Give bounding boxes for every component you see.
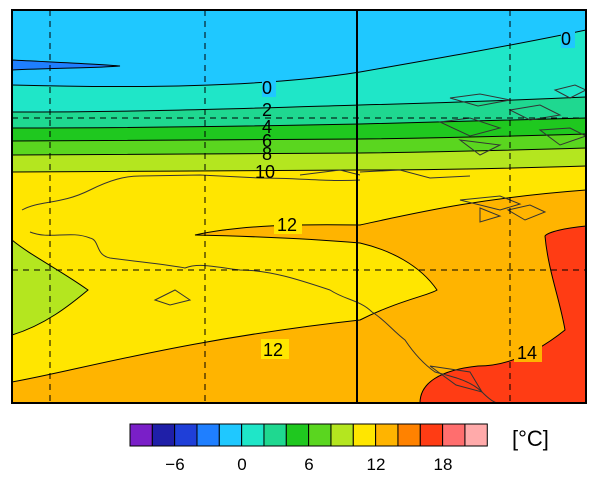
contour-label-2: 2 (262, 100, 272, 120)
colorbar-swatch-9 (330, 423, 354, 447)
colorbar-swatch-2 (174, 423, 198, 447)
colorbar-swatch-7 (285, 423, 310, 447)
colorbar-ticks: −6 0 6 12 18 (165, 455, 452, 474)
contour-label-10: 10 (255, 162, 275, 182)
colorbar-swatch-1 (151, 423, 176, 447)
contour-label-12-upper: 12 (277, 215, 297, 235)
contour-label-6: 6 (262, 131, 272, 151)
grid-lines (12, 10, 586, 403)
cold-tongue (12, 59, 121, 71)
contour-label-8: 8 (262, 144, 272, 164)
contour-labels: 0 0 2 4 6 8 10 12 12 14 (255, 29, 575, 363)
colorbar-swatch-0 (129, 423, 153, 447)
contour-lines (12, 29, 586, 403)
colorbar-swatch-8 (308, 423, 332, 447)
band-14-16 (420, 226, 586, 403)
contour-label-12-lower: 12 (263, 340, 283, 360)
colorbar-swatch-14 (442, 423, 466, 447)
colorbar-swatch-11 (375, 423, 399, 447)
contour-label-0-right: 0 (561, 29, 571, 49)
colorbar-tick-0: 0 (237, 455, 246, 474)
colorbar-swatch-12 (397, 423, 421, 447)
colorbar-swatch-3 (196, 423, 220, 447)
colorbar-unit-label: [°C] (512, 426, 549, 451)
colorbar-swatch-5 (241, 423, 265, 447)
colorbar-swatch-4 (218, 423, 243, 447)
contour-label-14: 14 (517, 343, 537, 363)
contour-label-4: 4 (262, 117, 272, 137)
colorbar (129, 423, 488, 447)
colorbar-tick-6: 6 (304, 455, 313, 474)
map-plot-area (12, 10, 586, 403)
colorbar-tick-12: 12 (367, 455, 386, 474)
colorbar-tick-18: 18 (434, 455, 453, 474)
colorbar-swatch-13 (419, 423, 444, 447)
coastlines (21, 84, 586, 403)
band-12-14 (12, 190, 586, 403)
colorbar-tick-minus-6: −6 (165, 455, 184, 474)
contour-label-0-left: 0 (262, 78, 272, 98)
colorbar-swatch-6 (263, 423, 287, 447)
colorbar-swatch-15 (464, 423, 488, 447)
colorbar-swatch-10 (352, 423, 377, 447)
map-border (11, 9, 587, 404)
